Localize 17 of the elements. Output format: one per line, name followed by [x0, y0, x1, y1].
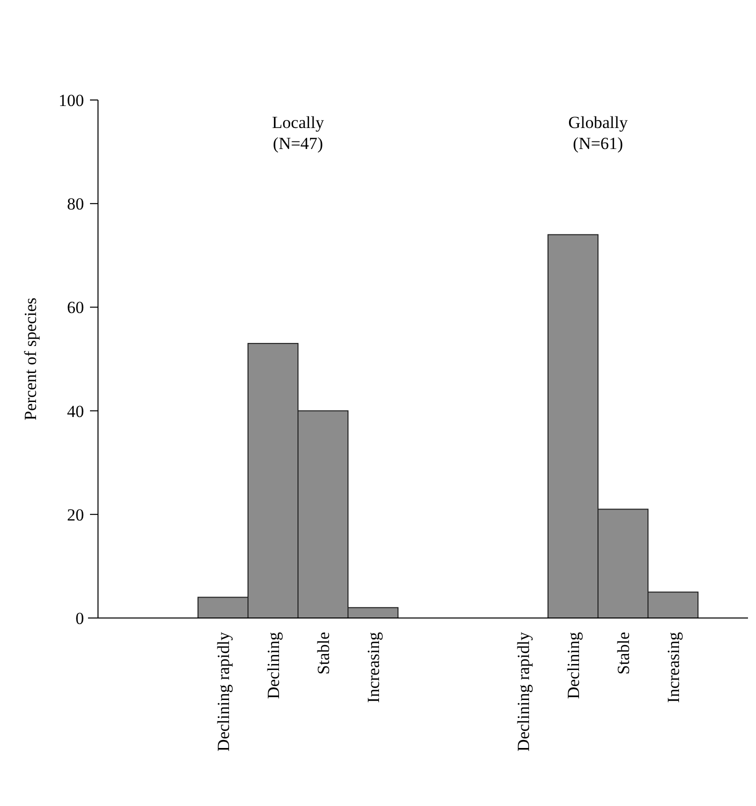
annotation: Locally (N=47) [272, 113, 324, 153]
x-tick-label: Declining [564, 632, 583, 700]
y-tick-label: 60 [67, 298, 84, 318]
x-tick-label: Declining rapidly [214, 632, 233, 752]
y-axis-title: Percent of species [21, 298, 40, 420]
y-tick-label: 0 [76, 608, 84, 628]
x-tick-label: Stable [614, 632, 633, 674]
y-tick-label: 20 [67, 505, 84, 524]
y-tick-label: 100 [58, 90, 84, 110]
x-tick-label: Increasing [364, 632, 383, 703]
x-tick-label: Stable [314, 632, 333, 674]
x-tick-label: Declining rapidly [514, 632, 533, 752]
y-tick-label: 40 [67, 402, 84, 421]
x-tick-label: Declining [264, 632, 283, 700]
y-tick-label: 80 [67, 194, 84, 214]
annotation: Globally (N=61) [568, 113, 628, 153]
x-tick-label: Increasing [664, 632, 683, 703]
